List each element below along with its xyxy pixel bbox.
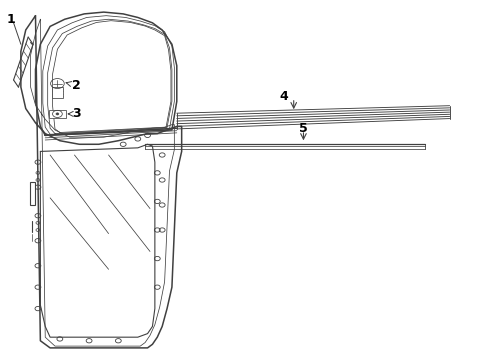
- Text: 4: 4: [280, 90, 288, 103]
- Text: 5: 5: [299, 122, 308, 135]
- Circle shape: [56, 113, 59, 115]
- Text: 1: 1: [7, 13, 16, 26]
- FancyBboxPatch shape: [51, 87, 63, 98]
- Text: 3: 3: [68, 107, 81, 120]
- FancyBboxPatch shape: [30, 182, 35, 205]
- Text: 2: 2: [66, 79, 81, 92]
- FancyBboxPatch shape: [49, 110, 66, 118]
